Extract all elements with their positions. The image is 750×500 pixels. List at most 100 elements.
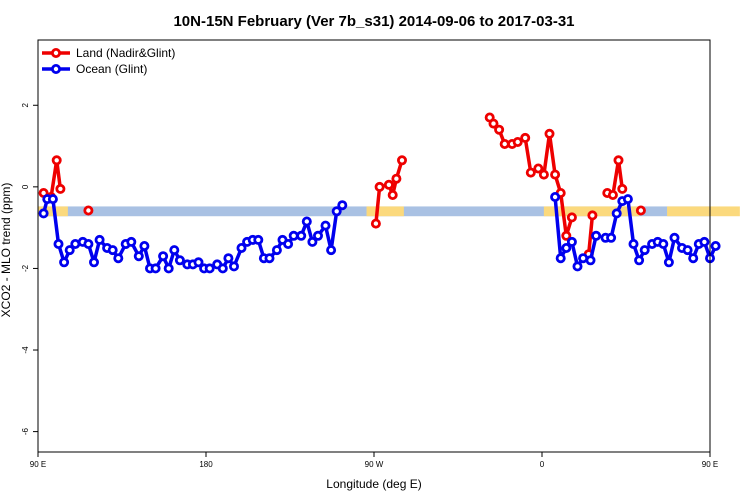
data-point xyxy=(307,236,318,247)
data-point xyxy=(387,189,398,200)
y-tick-label: -6 xyxy=(21,428,30,436)
data-point xyxy=(544,128,555,139)
data-point xyxy=(158,251,169,262)
data-point xyxy=(163,263,174,274)
data-point xyxy=(639,245,650,256)
band-highlight xyxy=(366,206,404,217)
data-point xyxy=(331,206,342,217)
data-point xyxy=(663,257,674,268)
data-point xyxy=(150,263,161,274)
legend-entry: Ocean (Glint) xyxy=(76,62,147,76)
data-point xyxy=(525,167,536,178)
data-point xyxy=(383,179,394,190)
data-point xyxy=(538,169,549,180)
y-axis: 2 0 -2 -4 -6 xyxy=(21,102,38,435)
x-tick-label: 180 xyxy=(199,460,213,469)
data-point xyxy=(51,155,62,166)
data-point xyxy=(228,261,239,272)
data-point xyxy=(107,245,118,256)
data-point xyxy=(613,155,624,166)
series-line xyxy=(586,213,595,256)
data-point xyxy=(555,253,566,264)
data-point xyxy=(64,245,75,256)
data-point xyxy=(396,155,407,166)
data-point xyxy=(113,253,124,264)
data-point xyxy=(296,230,307,241)
data-point xyxy=(236,242,247,253)
data-point xyxy=(520,132,531,143)
data-point xyxy=(47,194,58,205)
data-point xyxy=(337,200,348,211)
data-point xyxy=(561,242,572,253)
plot-frame xyxy=(37,39,711,453)
data-point xyxy=(271,245,282,256)
legend: Land (Nadir&Glint) Ocean (Glint) xyxy=(42,46,175,76)
data-point xyxy=(585,255,596,266)
legend-marker xyxy=(51,48,62,59)
data-point xyxy=(669,232,680,243)
x-axis-label: Longitude (deg E) xyxy=(326,477,421,491)
data-point xyxy=(635,205,646,216)
data-point xyxy=(587,210,598,221)
data-point xyxy=(566,236,577,247)
band-highlight xyxy=(667,206,740,217)
data-point xyxy=(38,208,49,219)
data-point xyxy=(169,245,180,256)
legend-entry: Land (Nadir&Glint) xyxy=(76,46,175,60)
data-point xyxy=(374,181,385,192)
data-point xyxy=(622,194,633,205)
data-point xyxy=(710,240,721,251)
x-tick-label: 90 W xyxy=(365,460,384,469)
data-point xyxy=(512,136,523,147)
data-point xyxy=(223,253,234,264)
chart-title: 10N-15N February (Ver 7b_s31) 2014-09-06… xyxy=(173,13,574,30)
y-tick-label: 2 xyxy=(21,102,30,107)
data-point xyxy=(370,218,381,229)
data-point xyxy=(699,236,710,247)
data-point xyxy=(320,220,331,231)
data-point xyxy=(133,251,144,262)
data-point xyxy=(283,238,294,249)
data-point xyxy=(83,205,94,216)
data-point xyxy=(53,238,64,249)
data-point xyxy=(494,124,505,135)
data-point xyxy=(617,183,628,194)
data-point xyxy=(217,263,228,274)
data-point xyxy=(658,238,669,249)
data-point xyxy=(301,216,312,227)
y-tick-label: 0 xyxy=(21,184,30,189)
data-point xyxy=(634,255,645,266)
y-tick-label: -2 xyxy=(21,264,30,272)
data-point xyxy=(572,261,583,272)
x-tick-label: 90 E xyxy=(30,460,46,469)
data-point xyxy=(94,234,105,245)
data-point xyxy=(193,257,204,268)
data-point xyxy=(174,255,185,266)
data-point xyxy=(688,253,699,264)
data-point xyxy=(264,253,275,264)
reference-band xyxy=(38,206,740,217)
data-point xyxy=(83,238,94,249)
data-point xyxy=(204,263,215,274)
data-point xyxy=(682,245,693,256)
data-point xyxy=(488,118,499,129)
y-axis-label: XCO2 - MLO trend (ppm) xyxy=(0,183,13,318)
data-point xyxy=(312,230,323,241)
data-point xyxy=(391,173,402,184)
data-point xyxy=(139,240,150,251)
data-point xyxy=(550,169,561,180)
y-tick-label: -4 xyxy=(21,346,30,354)
data-point xyxy=(550,191,561,202)
data-point xyxy=(326,245,337,256)
data-point xyxy=(628,238,639,249)
data-point xyxy=(55,183,66,194)
data-point xyxy=(606,232,617,243)
data-point xyxy=(566,212,577,223)
data-point xyxy=(607,189,618,200)
data-point xyxy=(59,257,70,268)
data-point xyxy=(561,230,572,241)
x-tick-label: 90 E xyxy=(702,460,718,469)
legend-marker xyxy=(51,64,62,75)
